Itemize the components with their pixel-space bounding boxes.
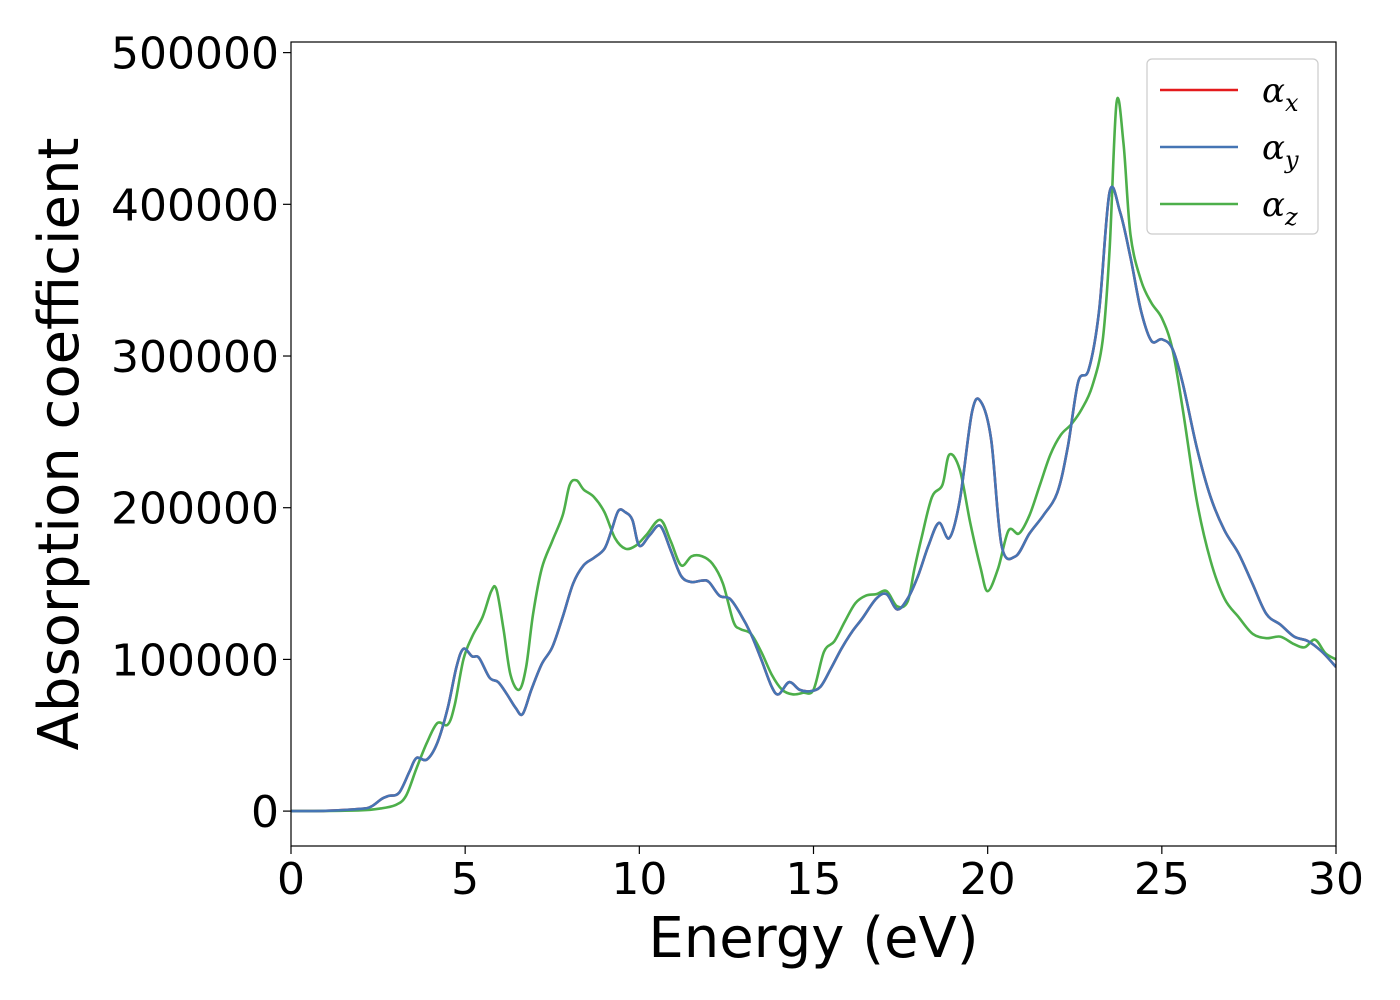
legend-subscript-x: x: [1285, 89, 1299, 117]
x-tick-label: 5: [451, 854, 479, 905]
y-axis: 0 100000 200000 300000 400000 500000: [111, 29, 291, 838]
x-tick-label: 15: [786, 854, 842, 905]
y-tick-label: 0: [251, 787, 279, 838]
x-tick-label: 25: [1134, 854, 1190, 905]
x-tick-label: 30: [1308, 854, 1364, 905]
series-line-alpha-y: [291, 185, 1336, 813]
y-tick-label: 400000: [111, 180, 279, 231]
y-tick-label: 200000: [111, 484, 279, 535]
x-tick-label: 20: [960, 854, 1016, 905]
legend-subscript-y: y: [1284, 146, 1299, 174]
legend-subscript-z: z: [1284, 203, 1298, 231]
x-axis: 0 5 10 15 20 25 30: [277, 846, 1364, 905]
y-tick-label: 100000: [111, 635, 279, 686]
x-tick-label: 0: [277, 854, 305, 905]
x-axis-title: Energy (eV): [648, 906, 978, 971]
series-line-alpha-z: [291, 96, 1336, 813]
series-line-alpha-x: [291, 185, 1336, 813]
x-tick-label: 10: [611, 854, 667, 905]
y-axis-title: Absorption coefficient: [27, 138, 92, 751]
y-tick-label: 500000: [111, 29, 279, 80]
series-layer: [291, 96, 1336, 813]
y-tick-label: 300000: [111, 332, 279, 383]
